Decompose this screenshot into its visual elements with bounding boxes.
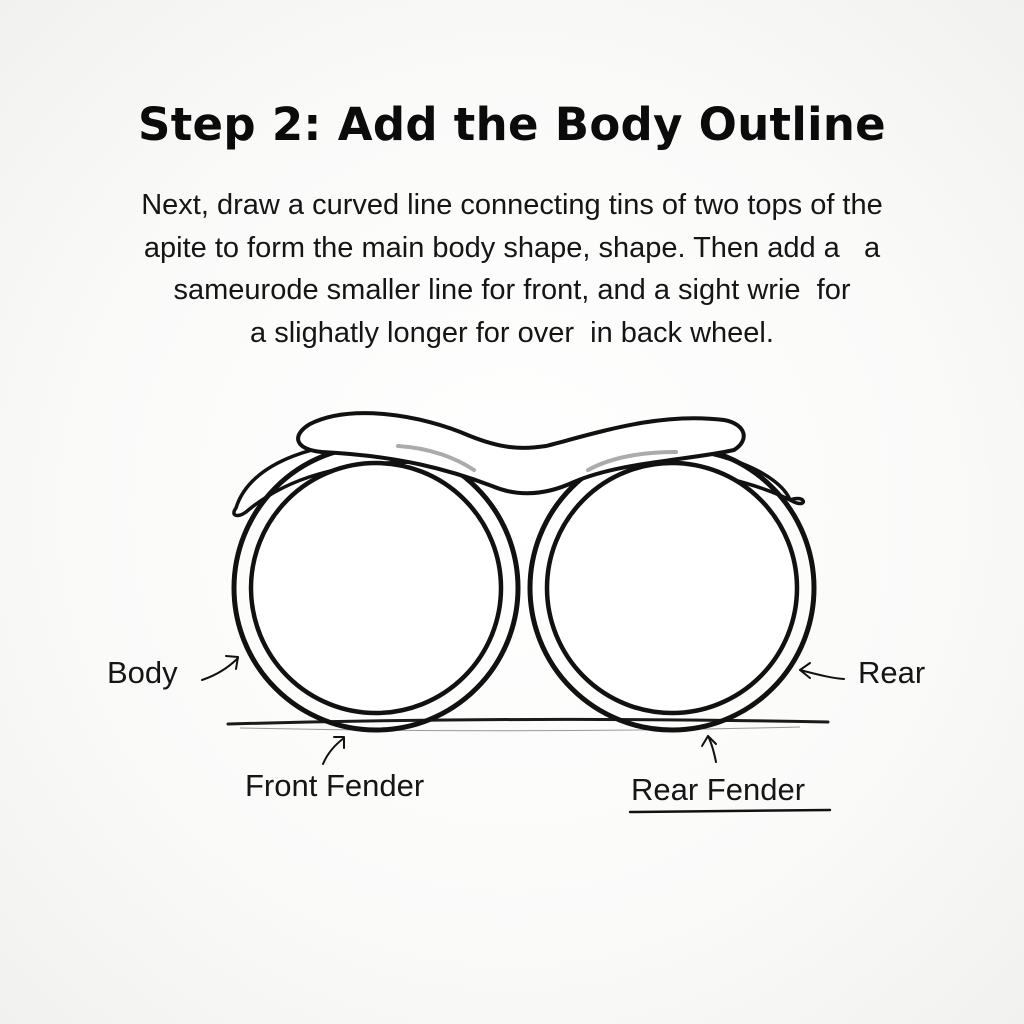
ground-line-shadow — [239, 726, 801, 732]
rear-fender-underline — [628, 808, 832, 814]
label-rear: Rear — [858, 655, 926, 690]
body-inner-shade-rear — [586, 450, 678, 472]
body-inner-shade-front — [396, 444, 476, 472]
body-arrow — [201, 655, 239, 681]
rear-wheel-inner — [544, 460, 800, 716]
label-rear-fender: Rear Fender — [631, 772, 806, 807]
instructions-line: sameurode smaller line for front, and a … — [173, 274, 851, 306]
rear-fender-arrow — [701, 735, 717, 763]
label-body: Body — [107, 655, 178, 690]
instructions-line: apite to form the main body shape, shape… — [143, 231, 881, 264]
page-title: Step 2: Add the Body Outline — [138, 98, 886, 151]
instructions-line: Next, draw a curved line connecting tins… — [141, 189, 883, 221]
label-front-fender: Front Fender — [245, 768, 425, 803]
front-fender-arrow — [322, 736, 345, 765]
front-wheel — [231, 443, 521, 733]
front-wheel-inner — [248, 460, 504, 716]
instructions-line: a slighatly longer for over in back whee… — [250, 316, 774, 349]
rear-arrow — [799, 662, 845, 680]
ground-line — [226, 717, 830, 726]
body-shape — [296, 411, 746, 496]
rear-wheel — [527, 443, 817, 733]
instructions-text: Next, draw a curved line connecting tins… — [52, 184, 972, 354]
